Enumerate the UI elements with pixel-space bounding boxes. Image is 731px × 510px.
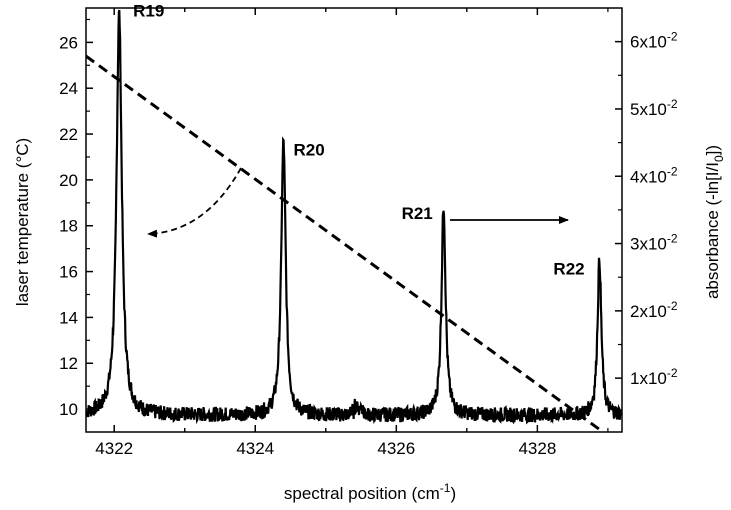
x-tick-label: 4328 <box>518 439 556 458</box>
y-left-tick-label: 20 <box>59 171 78 190</box>
ticks-layer <box>86 8 622 432</box>
peak-label-r19: R19 <box>133 2 164 21</box>
series-layer <box>86 9 622 432</box>
left-axis-arrow <box>147 167 242 238</box>
y-axis-right-title: absorbance (-ln[I/I0]) <box>703 145 726 299</box>
plot-frame <box>85 7 623 433</box>
y-left-tick-label: 12 <box>59 354 78 373</box>
y-left-tick-label: 14 <box>59 308 78 327</box>
y-right-tick-label: 3x10-2 <box>630 232 678 254</box>
peak-label-r20: R20 <box>293 140 324 159</box>
y-left-tick-label: 26 <box>59 33 78 52</box>
x-tick-label: 4326 <box>377 439 415 458</box>
x-axis-title: spectral position (cm-1) <box>284 481 456 503</box>
y-left-tick-label: 16 <box>59 263 78 282</box>
y-right-tick-label: 1x10-2 <box>630 366 678 388</box>
absorbance-series-line <box>86 9 622 425</box>
x-tick-label: 4324 <box>236 439 274 458</box>
y-left-tick-label: 22 <box>59 125 78 144</box>
labels-layer: 4322 4324 4326 4328 10 12 14 16 18 20 22 24 26 1x10-2… <box>59 2 678 458</box>
x-tick-label: 4322 <box>95 439 133 458</box>
y-left-tick-label: 18 <box>59 217 78 236</box>
y-left-tick-label: 24 <box>59 79 78 98</box>
y-right-tick-label: 5x10-2 <box>630 97 678 119</box>
y-right-tick-label: 2x10-2 <box>630 299 678 321</box>
y-right-tick-label: 6x10-2 <box>630 30 678 52</box>
laser-temperature-series-line <box>86 54 606 432</box>
peak-label-r22: R22 <box>553 259 584 278</box>
y-right-tick-label: 4x10-2 <box>630 164 678 186</box>
y-left-tick-label: 10 <box>59 400 78 419</box>
peak-label-r21: R21 <box>402 204 433 223</box>
y-axis-left-title: laser temperature (°C) <box>13 138 32 306</box>
plot-border <box>85 7 623 433</box>
